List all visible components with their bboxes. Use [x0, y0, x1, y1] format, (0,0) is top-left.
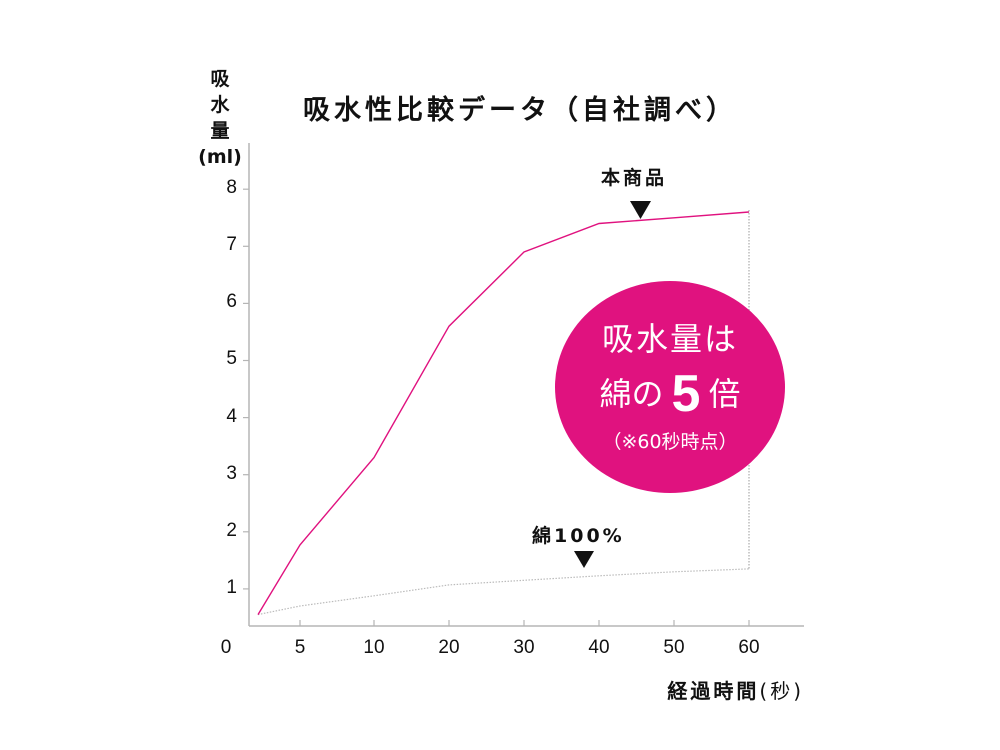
badge-multiplier-number: 5: [671, 365, 701, 423]
x-tick-label: 60: [738, 637, 760, 658]
badge-prefix: 綿の: [599, 375, 664, 413]
y-tick-label: 2: [226, 520, 237, 541]
x-tick-label: 5: [294, 637, 306, 658]
y-tick-label: 4: [226, 406, 237, 427]
x-tick-label: 40: [588, 637, 610, 658]
x-axis-label: 経過時間(秒): [667, 675, 804, 704]
y-tick-label: 1: [226, 577, 237, 598]
series-line-cotton: [257, 568, 750, 616]
x-axis-ticks: [299, 620, 750, 626]
badge-line2: 綿の 5 倍: [555, 364, 785, 424]
y-axis-label-line: 水: [210, 94, 230, 116]
series-line-product: [257, 211, 750, 615]
chart-title: 吸水性比較データ（自社調べ）: [303, 95, 737, 126]
y-axis-label-line: 吸: [210, 68, 230, 90]
y-tick-label: 5: [226, 348, 237, 369]
badge-suffix: 倍: [708, 375, 741, 413]
cotton-marker-triangle-icon: [574, 551, 594, 568]
y-tick-label: 6: [226, 291, 237, 312]
x-tick-label: 30: [513, 637, 535, 658]
x-tick-label: 50: [663, 637, 685, 658]
x-tick-label: 20: [438, 637, 460, 658]
badge-line1: 吸水量は: [601, 320, 738, 358]
product-series-label: 本商品: [601, 167, 668, 189]
y-axis-label-line: 量: [210, 120, 230, 142]
cotton-series-label: 綿100%: [532, 525, 625, 547]
x-axis-label-text: 経過時間: [667, 679, 760, 703]
x-tick-label: 0: [220, 637, 232, 658]
highlight-badge-circle: 吸水量は 綿の 5 倍 （※60秒時点）: [555, 281, 785, 493]
x-axis-label-unit: (秒): [759, 679, 804, 703]
badge-note: （※60秒時点）: [602, 431, 738, 453]
product-marker-triangle-icon: [630, 201, 651, 219]
y-tick-label: 3: [226, 463, 237, 484]
y-tick-label: 8: [226, 177, 237, 198]
y-axis-ticks: [243, 188, 249, 590]
y-tick-label: 7: [226, 234, 237, 255]
x-tick-label: 10: [363, 637, 385, 658]
y-axis-label-unit: (ml): [198, 146, 242, 168]
y-axis-label: 吸 水 量 (ml): [196, 66, 244, 170]
